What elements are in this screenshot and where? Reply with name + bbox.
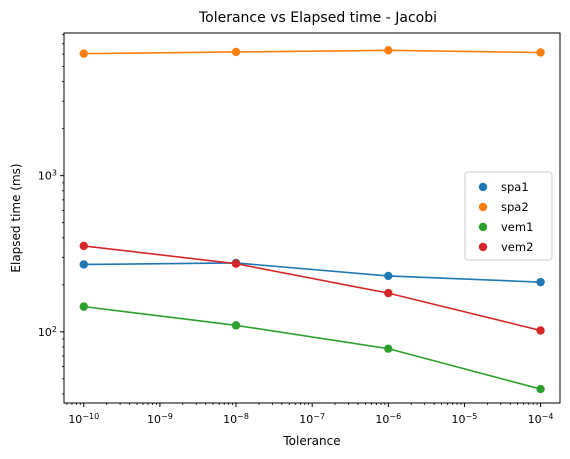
- legend-marker-spa2: [478, 202, 488, 212]
- x-tick-label: 10−6: [375, 412, 401, 427]
- x-tick-label: 10−8: [223, 412, 249, 427]
- legend-marker-vem2: [478, 242, 488, 252]
- legend-label: spa2: [501, 200, 529, 214]
- data-point-vem2: [536, 326, 545, 335]
- data-point-spa1: [79, 260, 88, 269]
- y-tick-label: 103: [38, 168, 57, 183]
- x-axis-label: Tolerance: [282, 434, 340, 448]
- legend-marker-vem1: [478, 222, 488, 232]
- data-point-vem2: [79, 241, 88, 251]
- x-tick-label: 10−9: [147, 412, 173, 427]
- plot-area: [79, 46, 545, 394]
- data-point-vem1: [384, 344, 393, 353]
- series-line-spa2: [83, 49, 541, 55]
- legend-label: vem1: [501, 220, 533, 234]
- data-point-spa1: [536, 277, 545, 287]
- data-point-spa2: [79, 49, 88, 58]
- data-point-spa2: [536, 48, 545, 57]
- data-point-spa1: [384, 271, 393, 281]
- data-point-vem1: [231, 321, 241, 330]
- data-point-vem2: [231, 259, 241, 268]
- series-line-spa1: [83, 262, 541, 283]
- legend-label: spa1: [501, 180, 529, 194]
- data-point-vem2: [384, 288, 393, 298]
- legend-box: [464, 171, 553, 261]
- data-point-vem1: [79, 302, 88, 311]
- y-tick-label: 102: [38, 324, 57, 339]
- data-point-vem1: [536, 384, 545, 394]
- legend: spa1 spa2 vem1 vem2: [464, 171, 553, 261]
- x-tick-label: 10−7: [299, 412, 325, 427]
- x-tick-label: 10−5: [452, 412, 478, 427]
- axes: 10−10 10−9 10−8 10−7 10−6 10−5 10−4 102 103: [38, 34, 554, 427]
- x-tick-label: 10−4: [528, 412, 554, 427]
- series-line-vem1: [83, 305, 541, 390]
- data-point-spa2: [384, 46, 393, 55]
- legend-label: vem2: [501, 240, 533, 254]
- legend-marker-spa1: [478, 182, 488, 192]
- chart-title: Tolerance vs Elapsed time - Jacobi: [198, 10, 437, 26]
- y-axis-label: Elapsed time (ms): [9, 163, 23, 272]
- x-tick-label: 10−10: [68, 412, 99, 427]
- series-line-vem2: [83, 245, 541, 332]
- data-point-spa2: [231, 47, 241, 57]
